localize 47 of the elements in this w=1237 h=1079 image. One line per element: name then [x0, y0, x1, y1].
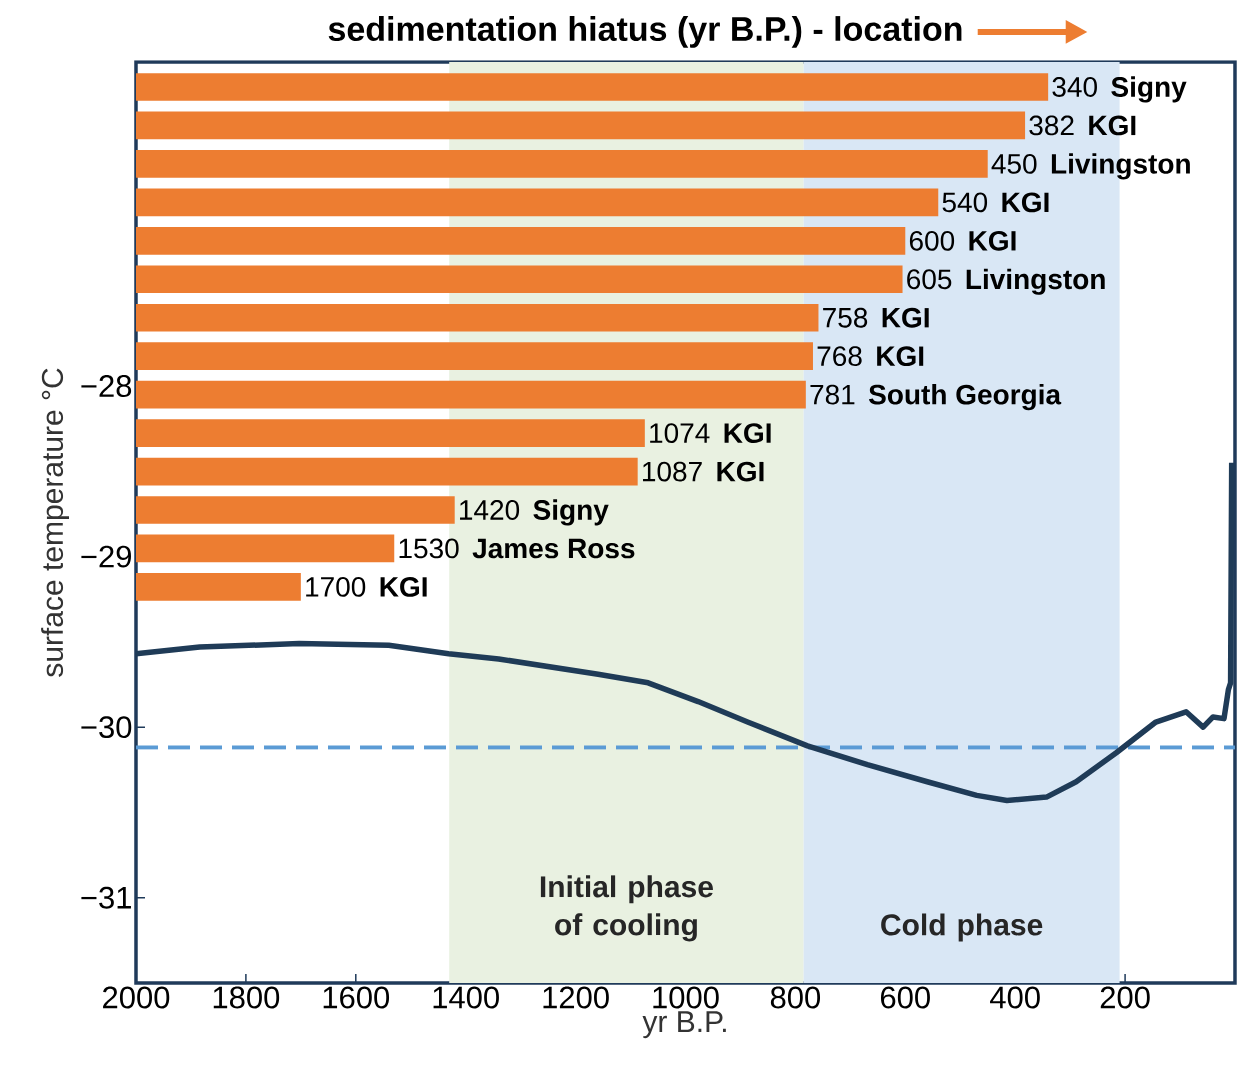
annotation: 1087: [643, 461, 702, 482]
category-label: Livingston: [1051, 153, 1190, 180]
category-label: South Georgia: [868, 383, 1062, 411]
annotation: 768: [817, 346, 862, 367]
annotation: 605: [907, 269, 952, 290]
annotation: 600: [909, 230, 955, 251]
category-label: KGI: [882, 307, 929, 328]
category-label: KGI: [724, 423, 771, 443]
annotation: 450: [991, 154, 1037, 174]
annotation: 1074: [650, 423, 710, 443]
annotation: 781: [810, 384, 855, 405]
annotation: 1530: [399, 538, 459, 559]
annotation: 382: [1029, 115, 1074, 136]
y-tick-label: −30: [81, 716, 132, 739]
x-axis-title: yr B.P.: [642, 1011, 726, 1039]
category-label: KGI: [1002, 192, 1049, 213]
category-label: KGI: [877, 346, 924, 367]
x-tick-label: 2000: [103, 986, 170, 1009]
category-label: KGI: [717, 461, 764, 482]
category-label: KGI: [969, 230, 1016, 251]
annotation: 1420: [460, 500, 520, 520]
x-tick-label: 400: [990, 986, 1040, 1009]
annotation: 758: [823, 307, 868, 328]
x-tick-label: 1800: [213, 986, 280, 1009]
x-tick-label: 1000: [653, 986, 719, 1009]
x-tick-label: 1600: [323, 986, 390, 1009]
x-tick-label: 600: [881, 986, 930, 1009]
category-label: Signy: [533, 499, 609, 526]
category-label: James Ross: [472, 538, 635, 559]
x-tick-label: 1200: [543, 986, 609, 1009]
band-label: Initial phase of cooling: [540, 875, 713, 942]
annotation: 340: [1052, 77, 1097, 97]
y-axis-title: surface temperature °C: [41, 368, 70, 677]
x-tick-label: 800: [770, 986, 821, 1009]
y-tick-label: −31: [81, 886, 131, 909]
category-label: KGI: [380, 577, 427, 597]
band-label: Cold phase: [881, 913, 1043, 942]
chart-title: sedimentation hiatus (yr B.P.) - location: [328, 16, 962, 48]
y-tick-label: −29: [81, 545, 131, 568]
annotation: 1700: [306, 577, 366, 597]
category-label: KGI: [1089, 115, 1136, 136]
annotation: 540: [942, 192, 988, 213]
x-tick-label: 1400: [433, 986, 499, 1009]
x-tick-label: 200: [1100, 986, 1150, 1009]
y-tick-label: −28: [81, 375, 132, 398]
category-label: Signy: [1111, 76, 1187, 103]
category-label: Livingston: [966, 268, 1105, 295]
